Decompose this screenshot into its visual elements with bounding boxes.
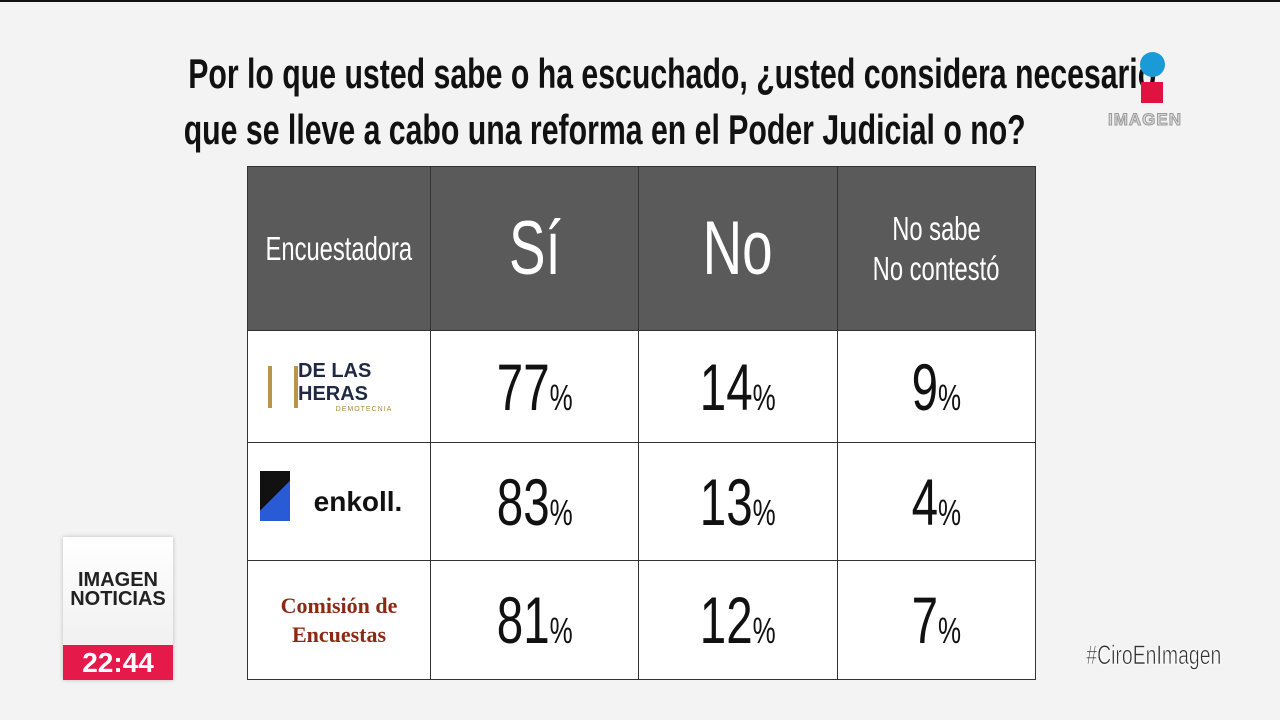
pollster-name: enkoll. — [313, 485, 403, 517]
value-number: 81 — [496, 583, 550, 657]
show-line: NOTICIAS — [70, 588, 166, 610]
value-suffix: % — [938, 610, 962, 651]
pollster-cell: Comisión de Encuestas — [247, 560, 431, 680]
header-text: No contestó — [873, 249, 1000, 287]
value-number: 12 — [700, 583, 753, 657]
time: 22:44 — [63, 645, 173, 680]
value-cell: 13% — [638, 442, 838, 561]
value-suffix: % — [938, 491, 962, 533]
header-text: Encuestadora — [265, 229, 413, 267]
hashtag-text: #CiroEnImagen — [1086, 640, 1222, 671]
pollster-logo — [268, 366, 298, 408]
value-suffix: % — [938, 376, 962, 418]
value-suffix: % — [549, 491, 573, 533]
pollster-cell: enkoll. — [247, 442, 431, 561]
value: 14% — [700, 349, 776, 425]
value-suffix: % — [549, 376, 573, 418]
show-line: IMAGEN — [78, 569, 158, 591]
value-cell: 14% — [638, 330, 838, 443]
value-suffix: % — [752, 491, 776, 533]
value: 7% — [912, 582, 961, 658]
pollster-logo — [260, 471, 290, 521]
pollster-name: DE LAS HERAS — [298, 360, 372, 405]
pollster-name: Encuestas — [291, 622, 387, 647]
title-line: que se lleve a cabo una reforma en el Po… — [0, 106, 1210, 154]
header-text: No sabe — [892, 209, 981, 247]
value: 13% — [700, 464, 776, 540]
show-name: IMAGEN NOTICIAS — [63, 569, 173, 610]
pollster-cell: DE LAS HERAS DEMOTECNIA — [247, 330, 431, 443]
title-line: Por lo que usted sabe o ha escuchado, ¿u… — [0, 50, 1210, 98]
value-number: 7 — [911, 583, 939, 657]
value-cell: 9% — [837, 330, 1036, 443]
value-suffix: % — [752, 376, 776, 418]
show-badge: IMAGEN NOTICIAS 22:44 — [63, 537, 173, 680]
value-cell: 7% — [837, 560, 1036, 680]
header-cell: No — [638, 166, 838, 331]
value-number: 14 — [700, 349, 753, 424]
value-number: 13 — [700, 464, 753, 539]
title-text: que se lleve a cabo una reforma en el Po… — [184, 106, 1026, 153]
title-text: Por lo que usted sabe o ha escuchado, ¿u… — [188, 50, 1157, 97]
logo-circle — [1140, 52, 1165, 77]
value-cell: 83% — [430, 442, 639, 561]
value-number: 4 — [911, 464, 939, 539]
value-number: 9 — [911, 349, 939, 424]
header-cell: No sabe No contestó — [837, 166, 1036, 331]
value: 9% — [912, 349, 961, 425]
value: 12% — [700, 582, 776, 658]
value-number: 83 — [496, 464, 550, 539]
value-suffix: % — [549, 610, 573, 651]
value-suffix: % — [752, 610, 776, 651]
logo-square — [1141, 82, 1163, 103]
value: 83% — [497, 464, 573, 540]
value-cell: 4% — [837, 442, 1036, 561]
hashtag: #CiroEnImagen — [1060, 640, 1230, 671]
value-number: 77 — [496, 349, 550, 424]
value: 77% — [497, 349, 573, 425]
header-cell: Sí — [430, 166, 639, 331]
value: 4% — [912, 464, 961, 540]
header-text: No — [703, 205, 773, 291]
value-cell: 77% — [430, 330, 639, 443]
pollster-name: Comisión de — [280, 593, 398, 618]
header-text: Sí — [508, 205, 561, 291]
header-cell: Encuestadora — [247, 166, 431, 331]
logo-text: IMAGEN — [1108, 110, 1182, 130]
value-cell: 12% — [638, 560, 838, 680]
value: 81% — [497, 582, 573, 658]
pollster-name: DEMOTECNIA — [335, 406, 393, 413]
value-cell: 81% — [430, 560, 639, 680]
